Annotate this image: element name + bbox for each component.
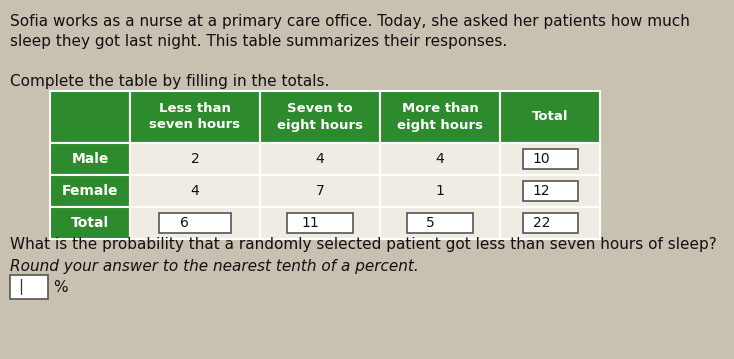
Bar	[500, 143, 600, 175]
Bar	[260, 143, 380, 175]
Bar	[523, 149, 578, 169]
Text: Less than
seven hours: Less than seven hours	[150, 103, 241, 131]
Bar	[523, 213, 578, 233]
Text: Seven to
eight hours: Seven to eight hours	[277, 103, 363, 131]
Bar	[260, 175, 380, 207]
Text: 11: 11	[301, 216, 319, 230]
Bar	[380, 175, 500, 207]
Text: 2: 2	[191, 152, 200, 166]
Bar	[159, 213, 230, 233]
Text: 22: 22	[533, 216, 550, 230]
Text: Round your answer to the nearest tenth of a percent.: Round your answer to the nearest tenth o…	[10, 259, 419, 274]
Bar	[260, 207, 380, 239]
Text: What is the probability that a randomly selected patient got less than seven hou: What is the probability that a randomly …	[10, 237, 716, 252]
Bar	[130, 91, 260, 143]
Bar	[50, 175, 130, 207]
Bar	[380, 207, 500, 239]
Bar	[50, 91, 130, 143]
Text: |: |	[18, 279, 23, 295]
Text: 5: 5	[426, 216, 435, 230]
Text: Sofia works as a nurse at a primary care office. Today, she asked her patients h: Sofia works as a nurse at a primary care…	[10, 14, 690, 49]
Text: 4: 4	[316, 152, 324, 166]
Text: 4: 4	[435, 152, 444, 166]
Text: 1: 1	[435, 184, 445, 198]
Text: 10: 10	[533, 152, 550, 166]
Bar	[500, 175, 600, 207]
Text: 6: 6	[180, 216, 189, 230]
Bar	[380, 143, 500, 175]
Bar	[260, 91, 380, 143]
Text: Total: Total	[71, 216, 109, 230]
Bar	[10, 275, 48, 299]
Text: Total: Total	[531, 111, 568, 123]
Bar	[500, 207, 600, 239]
Text: Male: Male	[71, 152, 109, 166]
Bar	[287, 213, 353, 233]
Bar	[130, 143, 260, 175]
Bar	[380, 91, 500, 143]
Text: More than
eight hours: More than eight hours	[397, 103, 483, 131]
Text: Female: Female	[62, 184, 118, 198]
Bar	[50, 143, 130, 175]
Text: 7: 7	[316, 184, 324, 198]
Text: 12: 12	[533, 184, 550, 198]
Bar	[523, 181, 578, 201]
Text: 4: 4	[191, 184, 200, 198]
Bar	[130, 207, 260, 239]
Bar	[130, 175, 260, 207]
Bar	[407, 213, 473, 233]
Text: %: %	[53, 280, 68, 294]
Text: Complete the table by filling in the totals.: Complete the table by filling in the tot…	[10, 74, 330, 89]
Bar	[50, 207, 130, 239]
Bar	[500, 91, 600, 143]
